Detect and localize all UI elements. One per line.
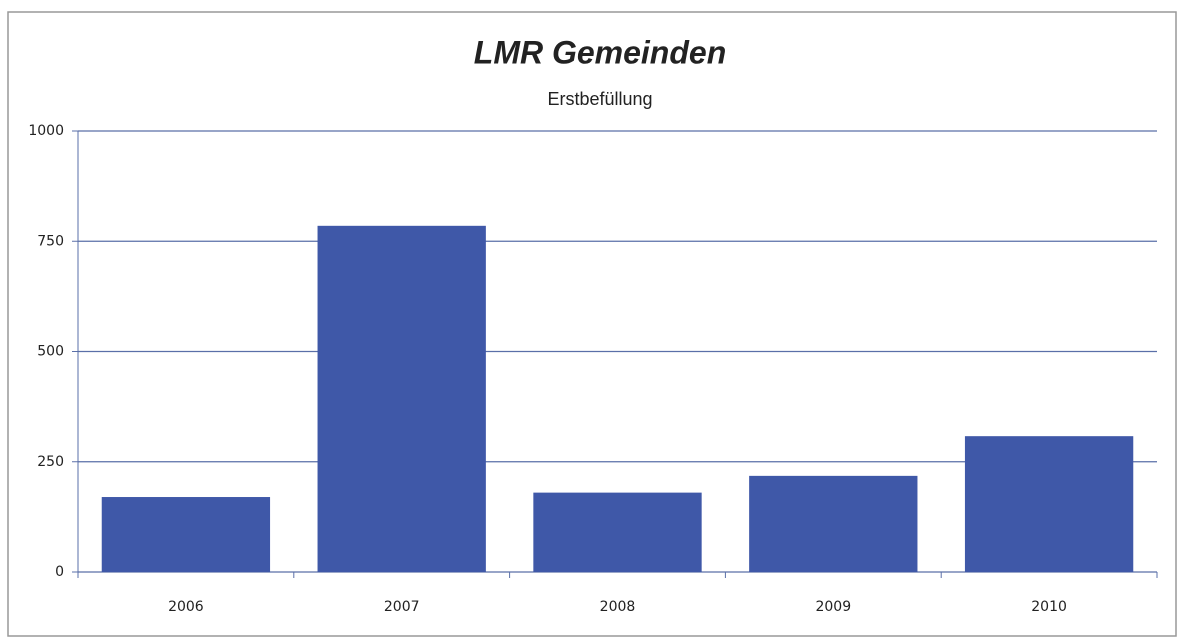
y-tick-label: 1000 — [28, 123, 64, 139]
y-tick-label: 250 — [37, 454, 64, 470]
chart-title: LMR Gemeinden — [474, 34, 726, 70]
bar — [749, 475, 918, 572]
bar — [533, 492, 702, 572]
y-tick-label: 0 — [55, 564, 64, 580]
x-tick-label: 2009 — [815, 599, 851, 615]
y-tick-label: 750 — [37, 233, 64, 249]
bar — [101, 497, 271, 572]
chart-subtitle: Erstbefüllung — [547, 89, 652, 109]
bar — [964, 436, 1134, 572]
x-tick-label: 2006 — [168, 599, 204, 615]
bar — [317, 225, 486, 572]
x-tick-label: 2008 — [600, 599, 636, 615]
y-tick-label: 500 — [37, 344, 64, 360]
x-tick-label: 2007 — [384, 599, 420, 615]
x-tick-label: 2010 — [1031, 599, 1067, 615]
